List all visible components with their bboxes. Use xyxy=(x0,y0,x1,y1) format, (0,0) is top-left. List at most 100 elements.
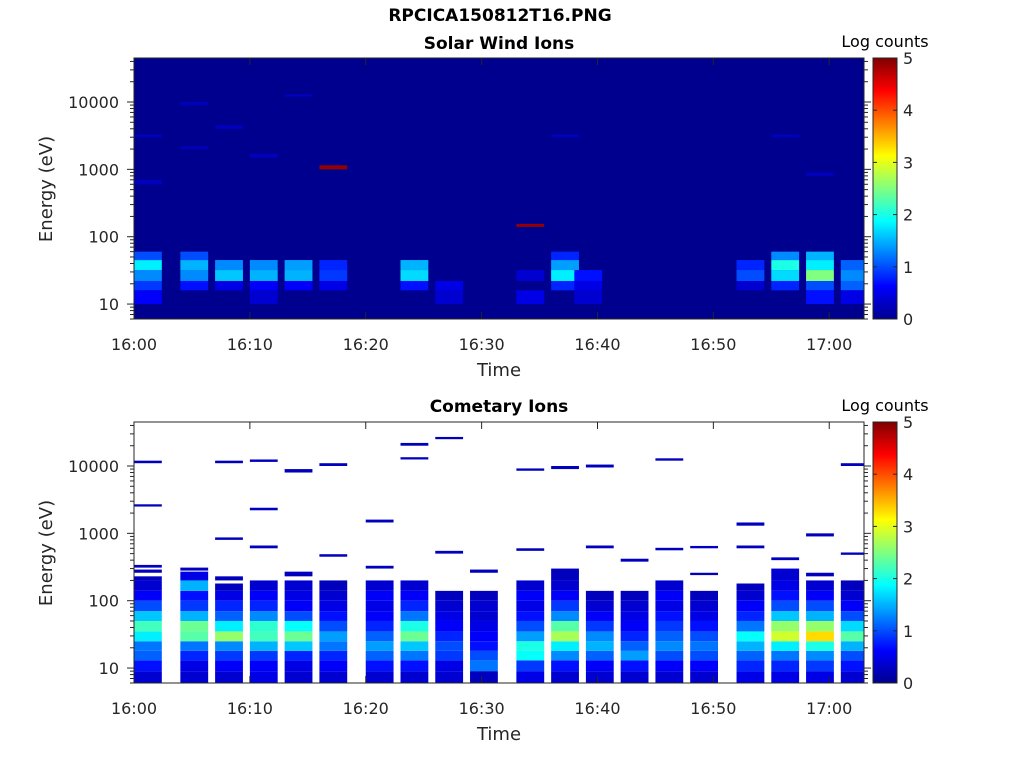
heatmap-cell xyxy=(840,650,864,661)
y-tick-label: 10 xyxy=(99,295,119,314)
heatmap-cell xyxy=(516,620,545,632)
heatmap-cell xyxy=(435,550,464,554)
heatmap-cell xyxy=(215,650,243,661)
colorbar-label: Log counts xyxy=(841,32,928,51)
heatmap-cell xyxy=(771,134,800,138)
heatmap-cell xyxy=(319,631,348,642)
heatmap-cell xyxy=(134,620,162,632)
heatmap-cell xyxy=(284,94,313,97)
heatmap-cell xyxy=(134,179,162,185)
heatmap-cell xyxy=(249,650,278,661)
heatmap-cell xyxy=(840,580,864,591)
heatmap-cell xyxy=(655,620,684,632)
x-tick-label: 16:50 xyxy=(690,699,736,718)
heatmap-cell xyxy=(551,260,579,271)
heatmap-cell xyxy=(655,547,684,551)
colorbar-tick-label: 0 xyxy=(903,674,913,693)
heatmap-cell xyxy=(690,631,718,642)
heatmap-cell xyxy=(365,590,394,601)
heatmap-cell xyxy=(470,600,498,612)
heatmap-cell xyxy=(134,671,162,683)
plot-frame xyxy=(133,57,865,320)
heatmap-cell xyxy=(284,280,313,291)
heatmap-cell xyxy=(771,568,800,581)
colorbar-tick-label: 0 xyxy=(903,310,913,329)
heatmap-cell xyxy=(180,641,209,651)
heatmap-cell xyxy=(655,671,684,683)
heatmap-cell xyxy=(771,251,800,261)
heatmap-cell xyxy=(365,641,394,651)
heatmap-cell xyxy=(655,660,684,672)
heatmap-cell xyxy=(840,620,864,632)
colorbar: 0 1 2 3 4 5 xyxy=(872,49,913,329)
heatmap-cell xyxy=(319,650,348,661)
heatmap-cell xyxy=(690,620,718,632)
colorbar-label: Log counts xyxy=(841,396,928,415)
heatmap-cell xyxy=(516,548,545,551)
heatmap-cells xyxy=(134,58,864,319)
heatmap-cell xyxy=(736,631,765,642)
heatmap-cell xyxy=(551,650,579,661)
heatmap-cell xyxy=(319,580,348,591)
heatmap-cell xyxy=(215,641,243,651)
heatmap-cell xyxy=(215,125,243,129)
heatmap-cell xyxy=(284,641,313,651)
heatmap-cell xyxy=(736,280,765,291)
colorbar: 0 1 2 3 4 5 xyxy=(872,413,913,693)
heatmap-cell xyxy=(400,660,429,672)
heatmap-cell xyxy=(771,631,800,642)
heatmap-cell xyxy=(134,260,162,271)
heatmap-cell xyxy=(284,611,313,621)
heatmap-cell xyxy=(319,620,348,632)
heatmap-cell xyxy=(551,611,579,621)
heatmap-cell xyxy=(470,650,498,661)
heatmap-cell xyxy=(180,280,209,291)
heatmap-cell xyxy=(180,567,209,571)
heatmap-cell xyxy=(516,290,545,305)
heatmap-cell xyxy=(365,519,394,523)
x-tick-label: 16:40 xyxy=(574,699,620,718)
heatmap-cell xyxy=(215,576,243,581)
heatmap-cell xyxy=(180,650,209,661)
heatmap-cell xyxy=(435,641,464,651)
heatmap-cell xyxy=(516,590,545,601)
heatmap-cell xyxy=(134,134,162,138)
heatmap-cell xyxy=(215,270,243,281)
heatmap-cell xyxy=(690,600,718,612)
heatmap-cell xyxy=(319,270,348,281)
heatmap-cell xyxy=(551,251,579,261)
heatmap-cell xyxy=(249,580,278,591)
heatmap-cell xyxy=(620,600,649,612)
heatmap-cell xyxy=(400,611,429,621)
heatmap-cell xyxy=(365,620,394,632)
heatmap-cell xyxy=(249,600,278,612)
heatmap-cell xyxy=(249,671,278,683)
heatmap-cell xyxy=(365,660,394,672)
heatmap-cell xyxy=(806,671,834,683)
heatmap-cell xyxy=(806,650,834,661)
heatmap-cell xyxy=(319,165,348,170)
heatmap-cell xyxy=(180,660,209,672)
heatmap-cell xyxy=(435,660,464,672)
heatmap-cell xyxy=(319,600,348,612)
heatmap-cell xyxy=(180,251,209,261)
x-tick-label: 16:20 xyxy=(343,335,389,354)
x-tick-label: 16:30 xyxy=(459,335,505,354)
heatmap-cell xyxy=(840,260,864,271)
heatmap-cell xyxy=(771,620,800,632)
heatmap-cell xyxy=(215,620,243,632)
heatmap-cell xyxy=(690,650,718,661)
y-axis-label: Energy (eV) xyxy=(36,500,57,606)
heatmap-cell xyxy=(284,590,313,601)
heatmap-cell xyxy=(585,611,614,621)
colorbar-tick-label: 3 xyxy=(903,517,913,536)
heatmap-cell xyxy=(284,620,313,632)
heatmap-cell xyxy=(771,600,800,612)
heatmap-cell xyxy=(215,280,243,291)
heatmap-cell xyxy=(551,620,579,632)
heatmap-cell xyxy=(516,270,545,281)
colorbar-tick-label: 2 xyxy=(903,570,913,589)
heatmap-cell xyxy=(319,280,348,291)
heatmap-cell xyxy=(551,641,579,651)
heatmap-cell xyxy=(585,631,614,642)
